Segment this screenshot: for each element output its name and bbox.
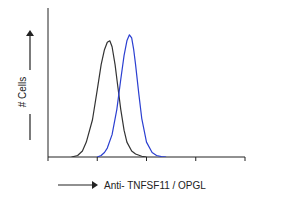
y-axis <box>48 8 49 157</box>
x-tick <box>48 157 49 161</box>
y-arrow-head <box>26 30 34 36</box>
y-axis-label-bg: # Cells <box>17 77 28 108</box>
x-tick <box>195 157 196 161</box>
histogram-curve <box>97 35 166 157</box>
x-axis-label: Anti- TNFSF11 / OPGL <box>104 180 206 191</box>
chart-container: # Cells Anti- TNFSF11 / OPGL <box>0 0 300 200</box>
plot-area <box>72 35 167 157</box>
x-arrow-head <box>92 181 98 189</box>
y-axis-label: # Cells <box>17 77 28 108</box>
x-tick <box>245 157 246 161</box>
x-arrow <box>58 184 96 185</box>
x-tick <box>97 157 98 161</box>
x-tick <box>146 157 147 161</box>
chart-svg: # Cells Anti- TNFSF11 / OPGL <box>0 0 300 200</box>
